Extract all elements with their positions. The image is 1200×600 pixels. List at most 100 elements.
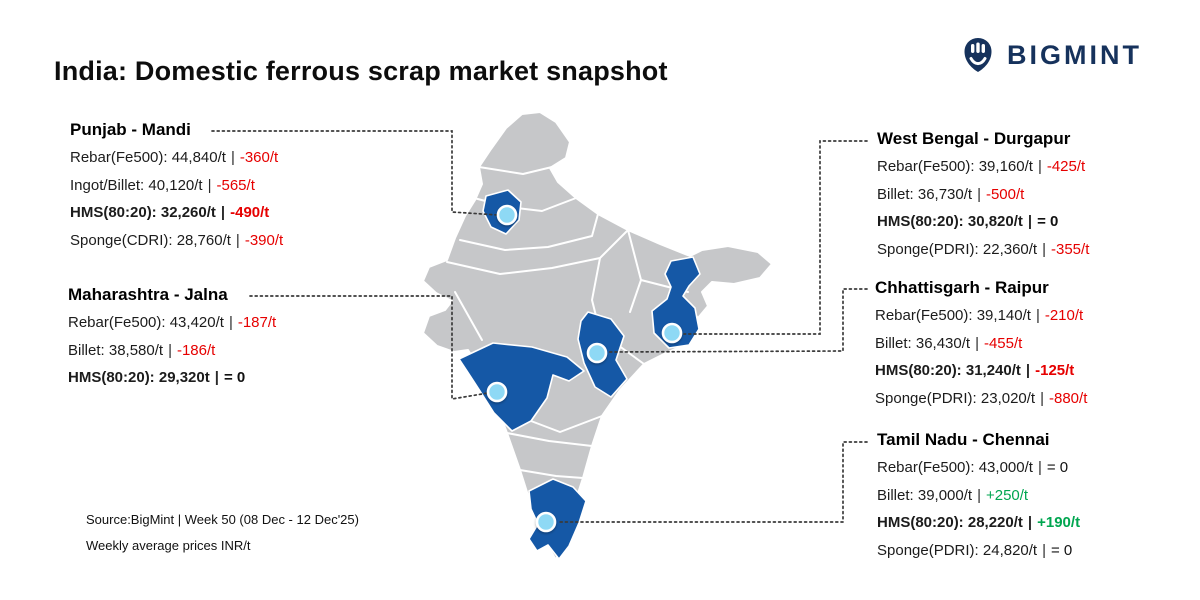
pipe-separator: | [1027,514,1033,532]
pipe-separator: | [1027,213,1033,231]
pipe-separator: | [220,204,226,222]
price-item: HMS(80:20): 28,220/t [877,514,1023,532]
price-change: -880/t [1049,390,1088,408]
pipe-separator: | [1037,459,1042,476]
callout-maharashtra-jalna: Maharashtra - Jalna Rebar(Fe500): 43,420… [68,285,276,397]
callout-title: Maharashtra - Jalna [68,285,228,304]
price-item: Sponge(PDRI): 23,020/t [875,390,1036,408]
price-change: -186/t [176,341,216,359]
price-change: -210/t [1044,307,1084,324]
pipe-separator: | [1035,307,1040,324]
price-row: Sponge(PDRI): 22,360/t | -355/t [877,241,1089,259]
price-item: Rebar(Fe500): 44,840/t [70,149,226,166]
page-title: India: Domestic ferrous scrap market sna… [54,56,668,86]
price-item: Billet: 36,730/t [877,185,973,203]
price-change: -125/t [1035,362,1075,380]
pipe-separator: | [977,185,981,203]
callout-punjab-mandi: Punjab - Mandi Rebar(Fe500): 44,840/t | -3… [70,120,283,260]
price-change: -390/t [244,232,284,250]
bigmint-icon [964,38,992,72]
pipe-separator: | [1040,390,1044,408]
connector-punjab [211,130,499,216]
source-note: Source:BigMint | Week 50 (08 Dec - 12 De… [86,512,359,564]
state-west-bengal [651,256,701,349]
source-line-2: Weekly average prices INR/t [86,538,251,553]
pipe-separator: | [207,176,212,194]
connector-tamil-nadu [557,441,868,523]
price-item: HMS(80:20): 32,260/t [70,204,216,222]
price-item: Sponge(PDRI): 24,820/t [877,542,1038,560]
price-row: Billet: 36,430/t | -455/t [875,335,1087,353]
brand-name: BIGMINT [1007,39,1142,70]
callout-west-bengal-durgapur: West Bengal - Durgapur Rebar(Fe500): 39,… [877,129,1089,269]
pipe-separator: | [214,369,219,387]
price-row: Sponge(PDRI): 24,820/t | = 0 [877,542,1080,560]
price-change: = 0 [1051,542,1073,560]
price-item: Billet: 36,430/t [875,334,971,352]
price-change: +190/t [1037,514,1081,532]
price-change: -565/t [216,176,255,194]
marker-raipur [586,342,608,364]
price-row: HMS(80:20): 30,820/t | = 0 [877,213,1089,231]
price-item: HMS(80:20): 30,820/t [877,213,1023,231]
pipe-separator: | [228,314,233,331]
price-row: HMS(80:20): 28,220/t | +190/t [877,514,1080,532]
pipe-separator: | [1042,542,1046,560]
price-change: = 0 [1046,459,1069,476]
price-row: Billet: 38,580/t | -186/t [68,342,276,360]
pipe-separator: | [230,149,235,166]
price-item: Billet: 38,580/t [68,341,164,359]
source-line-1: Source:BigMint | Week 50 (08 Dec - 12 De… [86,512,359,527]
connector-chhattisgarh [608,288,868,353]
price-row: Rebar(Fe500): 43,000/t | = 0 [877,459,1080,477]
price-row: Rebar(Fe500): 44,840/t | -360/t [70,149,283,167]
price-item: Ingot/Billet: 40,120/t [70,176,203,194]
price-item: Rebar(Fe500): 39,140/t [875,307,1031,324]
price-row: HMS(80:20): 29,320t | = 0 [68,369,276,387]
price-row: Rebar(Fe500): 43,420/t | -187/t [68,314,276,332]
price-item: Sponge(PDRI): 22,360/t [877,241,1038,259]
pipe-separator: | [977,486,981,504]
price-row: Ingot/Billet: 40,120/t | -565/t [70,177,283,195]
marker-jalna [486,381,508,403]
price-change: -187/t [237,314,277,331]
pipe-separator: | [1037,158,1042,175]
price-item: Sponge(CDRI): 28,760/t [70,232,231,250]
callout-title: West Bengal - Durgapur [877,129,1071,148]
marker-chennai [535,511,557,533]
pipe-separator: | [1042,241,1046,259]
price-row: Billet: 36,730/t | -500/t [877,186,1089,204]
price-change: -360/t [239,149,279,166]
price-row: Sponge(CDRI): 28,760/t | -390/t [70,232,283,250]
pipe-separator: | [1025,362,1031,380]
price-row: HMS(80:20): 32,260/t | -490/t [70,204,283,222]
connector-west-bengal [683,140,868,335]
callout-tamil-nadu-chennai: Tamil Nadu - Chennai Rebar(Fe500): 43,00… [877,430,1080,570]
price-change: -425/t [1046,158,1086,175]
price-change: = 0 [1037,213,1059,231]
price-row: Sponge(PDRI): 23,020/t | -880/t [875,390,1087,408]
callout-title: Tamil Nadu - Chennai [877,430,1050,449]
price-row: Billet: 39,000/t | +250/t [877,487,1080,505]
price-item: HMS(80:20): 31,240/t [875,362,1021,380]
price-item: Billet: 39,000/t [877,486,973,504]
price-change: -355/t [1051,241,1090,259]
price-row: Rebar(Fe500): 39,160/t | -425/t [877,158,1089,176]
price-change: -455/t [983,334,1023,352]
state-maharashtra [458,342,585,432]
price-item: HMS(80:20): 29,320t [68,369,210,387]
price-change: +250/t [985,486,1029,504]
pipe-separator: | [235,232,240,250]
brand-logo: BIGMINT [959,36,1142,74]
callout-title: Punjab - Mandi [70,120,191,139]
price-item: Rebar(Fe500): 43,420/t [68,314,224,331]
price-change: = 0 [223,369,246,387]
price-item: Rebar(Fe500): 39,160/t [877,158,1033,175]
callout-chhattisgarh-raipur: Chhattisgarh - Raipur Rebar(Fe500): 39,1… [875,278,1087,418]
pipe-separator: | [975,334,979,352]
price-item: Rebar(Fe500): 43,000/t [877,459,1033,476]
connector-maharashtra [249,295,489,401]
price-row: Rebar(Fe500): 39,140/t | -210/t [875,307,1087,325]
